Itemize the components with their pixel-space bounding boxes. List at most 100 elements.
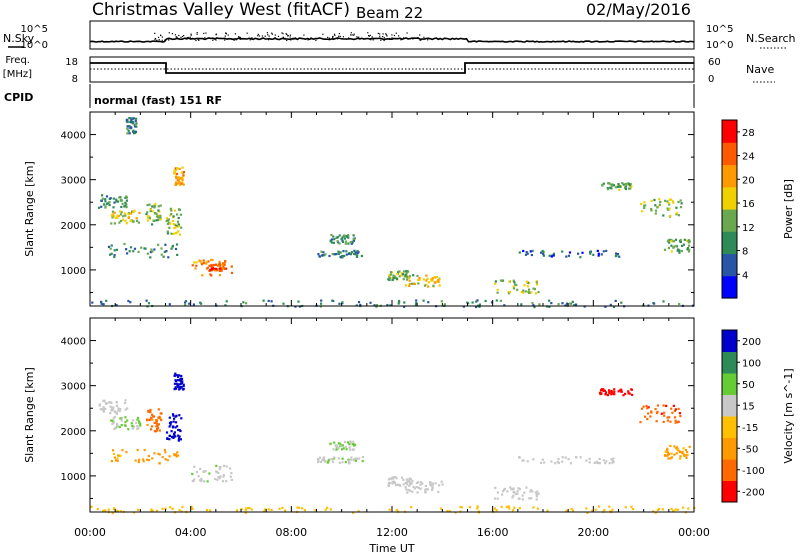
data-cell <box>202 259 205 262</box>
nsearch-point <box>286 39 288 42</box>
data-cell <box>687 250 691 253</box>
data-cell <box>513 506 516 509</box>
data-cell <box>184 304 187 307</box>
data-cell <box>168 303 171 306</box>
data-cell <box>129 301 132 304</box>
data-cell <box>512 488 515 491</box>
data-cell <box>512 494 515 497</box>
nsearch-point <box>197 38 199 40</box>
data-cell <box>516 288 519 291</box>
data-cell <box>133 130 136 133</box>
nsearch-point <box>224 39 226 41</box>
data-cell <box>120 211 123 214</box>
nsearch-point <box>427 39 429 41</box>
data-cell <box>359 303 362 306</box>
data-cell <box>591 509 594 512</box>
data-cell <box>222 475 225 478</box>
data-cell <box>175 243 179 246</box>
nsearch-point <box>294 38 296 40</box>
nsearch-point <box>272 38 274 40</box>
yaxis-label: Slant Range [km] <box>23 161 36 257</box>
data-cell <box>416 491 419 494</box>
data-cell <box>603 508 606 512</box>
data-cell <box>126 132 129 135</box>
data-cell <box>617 183 620 186</box>
data-cell <box>604 462 607 465</box>
data-cell <box>678 302 681 306</box>
data-cell <box>353 458 356 461</box>
data-cell <box>389 271 393 274</box>
data-cell <box>200 302 203 305</box>
data-cell <box>353 249 356 252</box>
data-cell <box>341 448 344 451</box>
data-cell <box>105 299 108 302</box>
data-cell <box>159 412 162 415</box>
data-cell <box>448 510 451 513</box>
data-cell <box>148 203 151 206</box>
data-cell <box>153 430 156 433</box>
data-cell <box>128 117 131 120</box>
data-cell <box>496 288 499 291</box>
data-cell <box>679 240 682 244</box>
data-cell <box>536 507 539 510</box>
data-cell <box>152 415 155 418</box>
data-cell <box>653 302 656 305</box>
nsearch-point <box>161 39 163 41</box>
data-cell <box>174 232 177 235</box>
data-cell <box>389 273 392 276</box>
data-cell <box>170 247 173 250</box>
data-cell <box>546 509 549 512</box>
data-cell <box>579 256 582 259</box>
data-cell <box>174 426 177 429</box>
data-cell <box>431 487 434 490</box>
data-cell <box>124 402 127 405</box>
data-cell <box>175 175 178 178</box>
nsearch-point <box>337 37 339 39</box>
nsearch-point <box>277 35 280 37</box>
data-cell <box>575 456 578 459</box>
data-cell <box>354 251 357 254</box>
data-cell <box>360 254 363 258</box>
data-cell <box>126 252 129 255</box>
data-cell <box>614 186 618 189</box>
data-cell <box>343 234 346 237</box>
data-cell <box>657 507 661 511</box>
data-cell <box>571 509 575 512</box>
data-cell <box>104 205 107 208</box>
data-cell <box>664 199 667 202</box>
data-cell <box>119 210 122 213</box>
data-cell <box>400 476 404 479</box>
data-cell <box>168 455 171 458</box>
colorbar-tick-label: 50 <box>742 380 755 391</box>
data-cell <box>167 256 170 259</box>
data-cell <box>628 392 631 395</box>
data-cell <box>398 275 401 278</box>
data-cell <box>688 248 691 251</box>
data-cell <box>495 299 498 302</box>
data-cell <box>116 214 119 217</box>
cpid-panel: CPID normal (fast) 151 RF <box>4 84 695 108</box>
data-cell <box>112 449 115 452</box>
data-cell <box>173 454 176 457</box>
data-cell <box>337 446 340 449</box>
data-cell <box>358 457 361 460</box>
data-cell <box>518 497 521 500</box>
nsearch-point <box>282 36 284 38</box>
colorbar-segment <box>722 351 737 374</box>
data-cell <box>225 465 228 468</box>
nsearch-point <box>385 33 387 35</box>
data-cell <box>338 234 341 237</box>
data-cell <box>133 247 137 250</box>
data-cell <box>135 125 138 128</box>
data-cell <box>532 304 535 307</box>
colorbar-tick-label: 100 <box>742 358 761 369</box>
data-cell <box>270 508 273 511</box>
data-cell <box>352 511 355 514</box>
data-cell <box>177 428 180 432</box>
data-cell <box>571 300 574 303</box>
nsearch-point <box>391 34 393 36</box>
nsearch-point <box>398 35 400 37</box>
data-cell <box>496 291 499 294</box>
data-cell <box>624 392 627 395</box>
data-cell <box>177 178 180 182</box>
